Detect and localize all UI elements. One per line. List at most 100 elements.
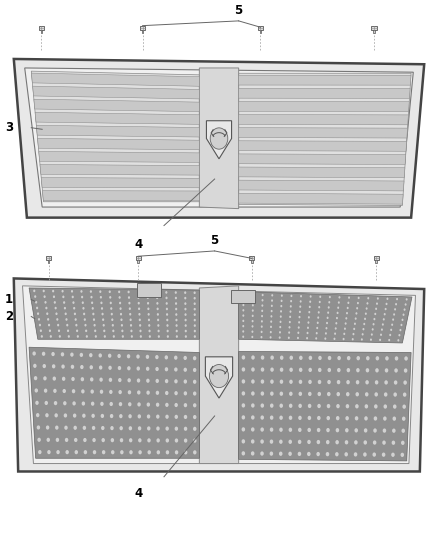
- Circle shape: [382, 324, 384, 326]
- Circle shape: [82, 307, 85, 310]
- Circle shape: [346, 312, 348, 314]
- Polygon shape: [14, 59, 424, 217]
- Circle shape: [317, 440, 320, 444]
- Circle shape: [156, 426, 160, 431]
- Circle shape: [41, 335, 43, 338]
- Circle shape: [347, 302, 350, 304]
- Circle shape: [280, 310, 282, 312]
- Circle shape: [119, 296, 121, 299]
- Circle shape: [175, 291, 177, 294]
- Polygon shape: [199, 286, 239, 464]
- Circle shape: [74, 438, 78, 442]
- Circle shape: [110, 307, 113, 310]
- Circle shape: [337, 380, 340, 384]
- Circle shape: [261, 415, 264, 419]
- Circle shape: [317, 404, 321, 408]
- Circle shape: [35, 401, 39, 405]
- Circle shape: [148, 329, 151, 332]
- Circle shape: [64, 414, 67, 417]
- Circle shape: [33, 364, 37, 368]
- Bar: [136, 256, 141, 260]
- Polygon shape: [36, 125, 199, 137]
- Circle shape: [271, 300, 273, 302]
- Circle shape: [251, 356, 255, 360]
- Circle shape: [345, 428, 349, 432]
- Circle shape: [281, 294, 283, 297]
- Circle shape: [80, 365, 84, 369]
- Circle shape: [270, 320, 272, 323]
- Circle shape: [193, 391, 196, 395]
- Circle shape: [165, 367, 168, 372]
- Circle shape: [317, 321, 319, 324]
- Circle shape: [185, 335, 187, 338]
- Circle shape: [194, 297, 196, 300]
- Circle shape: [129, 308, 131, 310]
- Circle shape: [194, 324, 196, 327]
- Circle shape: [81, 389, 85, 393]
- Circle shape: [355, 404, 359, 408]
- Circle shape: [318, 380, 321, 384]
- Circle shape: [270, 427, 273, 432]
- Circle shape: [384, 313, 386, 316]
- Circle shape: [128, 390, 131, 394]
- Circle shape: [184, 426, 187, 431]
- Circle shape: [48, 324, 50, 326]
- Circle shape: [399, 329, 401, 332]
- Circle shape: [318, 368, 321, 372]
- Circle shape: [63, 389, 66, 393]
- Bar: [48, 260, 49, 263]
- Circle shape: [156, 296, 158, 299]
- Circle shape: [318, 311, 320, 313]
- Circle shape: [65, 312, 67, 315]
- Circle shape: [346, 392, 350, 397]
- Circle shape: [383, 429, 386, 433]
- Circle shape: [156, 302, 159, 305]
- Circle shape: [393, 392, 397, 397]
- Circle shape: [137, 291, 139, 293]
- Circle shape: [279, 451, 283, 456]
- Circle shape: [365, 312, 367, 315]
- Circle shape: [308, 311, 310, 313]
- Circle shape: [193, 450, 197, 455]
- Circle shape: [86, 335, 88, 338]
- Circle shape: [46, 438, 50, 442]
- Circle shape: [382, 440, 386, 445]
- Circle shape: [166, 450, 169, 455]
- Circle shape: [242, 330, 244, 333]
- Circle shape: [148, 450, 151, 455]
- Circle shape: [137, 296, 139, 299]
- Circle shape: [307, 440, 311, 444]
- Polygon shape: [239, 73, 411, 205]
- Circle shape: [242, 391, 245, 395]
- Circle shape: [375, 308, 377, 310]
- Circle shape: [355, 317, 357, 320]
- Circle shape: [55, 307, 57, 309]
- Circle shape: [140, 335, 142, 338]
- Circle shape: [110, 402, 113, 406]
- Circle shape: [270, 391, 274, 396]
- Circle shape: [355, 416, 358, 421]
- Circle shape: [270, 356, 274, 360]
- Polygon shape: [34, 99, 199, 111]
- Bar: [140, 26, 145, 30]
- Circle shape: [319, 301, 321, 303]
- Circle shape: [327, 392, 331, 396]
- Circle shape: [242, 427, 245, 432]
- Circle shape: [316, 452, 320, 456]
- Circle shape: [71, 377, 75, 381]
- Circle shape: [175, 426, 178, 431]
- Circle shape: [46, 312, 48, 315]
- Circle shape: [251, 439, 254, 443]
- Circle shape: [299, 305, 301, 308]
- Circle shape: [34, 295, 36, 298]
- Circle shape: [157, 319, 159, 321]
- Circle shape: [91, 302, 93, 304]
- Circle shape: [184, 308, 187, 310]
- Circle shape: [270, 315, 272, 318]
- Circle shape: [122, 335, 124, 338]
- Text: 4: 4: [134, 238, 142, 251]
- Circle shape: [63, 301, 65, 304]
- Circle shape: [345, 440, 348, 445]
- Circle shape: [400, 324, 403, 326]
- Circle shape: [119, 402, 122, 406]
